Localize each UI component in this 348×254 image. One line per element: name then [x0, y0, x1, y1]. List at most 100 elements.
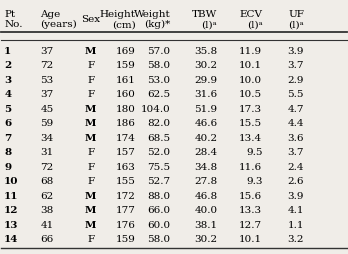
Text: 46.6: 46.6 — [194, 119, 218, 128]
Text: 60.0: 60.0 — [148, 221, 171, 230]
Text: M: M — [85, 47, 96, 56]
Text: 2.9: 2.9 — [287, 76, 304, 85]
Text: F: F — [87, 148, 94, 157]
Text: F: F — [87, 177, 94, 186]
Text: 3.7: 3.7 — [287, 61, 304, 70]
Text: 3.7: 3.7 — [287, 148, 304, 157]
Text: 13.3: 13.3 — [239, 206, 262, 215]
Text: 17.3: 17.3 — [239, 105, 262, 114]
Text: 68.5: 68.5 — [148, 134, 171, 143]
Text: 169: 169 — [116, 47, 136, 56]
Text: 159: 159 — [116, 235, 136, 244]
Text: 37: 37 — [41, 47, 54, 56]
Text: 41: 41 — [41, 221, 54, 230]
Text: 15.6: 15.6 — [239, 192, 262, 201]
Text: 75.5: 75.5 — [148, 163, 171, 172]
Text: 30.2: 30.2 — [194, 61, 218, 70]
Text: 155: 155 — [116, 177, 136, 186]
Text: 163: 163 — [116, 163, 136, 172]
Text: 9.3: 9.3 — [246, 177, 262, 186]
Text: 38: 38 — [41, 206, 54, 215]
Text: 1: 1 — [4, 47, 11, 56]
Text: 72: 72 — [41, 61, 54, 70]
Text: 6: 6 — [4, 119, 11, 128]
Text: M: M — [85, 119, 96, 128]
Text: 34.8: 34.8 — [194, 163, 218, 172]
Text: 10.1: 10.1 — [239, 235, 262, 244]
Text: ECV
(l)ᵃ: ECV (l)ᵃ — [239, 10, 262, 29]
Text: 3.9: 3.9 — [287, 47, 304, 56]
Text: TBW
(l)ᵃ: TBW (l)ᵃ — [192, 10, 218, 29]
Text: 68: 68 — [41, 177, 54, 186]
Text: 9.5: 9.5 — [246, 148, 262, 157]
Text: 52.0: 52.0 — [148, 148, 171, 157]
Text: 52.7: 52.7 — [148, 177, 171, 186]
Text: Pt
No.: Pt No. — [4, 10, 23, 29]
Text: 8: 8 — [4, 148, 11, 157]
Text: Sex: Sex — [81, 15, 100, 24]
Text: 66.0: 66.0 — [148, 206, 171, 215]
Text: 34: 34 — [41, 134, 54, 143]
Text: 172: 172 — [116, 192, 136, 201]
Text: Weight
(kg)*: Weight (kg)* — [134, 10, 171, 29]
Text: 1.1: 1.1 — [287, 221, 304, 230]
Text: 59: 59 — [41, 119, 54, 128]
Text: F: F — [87, 76, 94, 85]
Text: 9: 9 — [4, 163, 11, 172]
Text: 159: 159 — [116, 61, 136, 70]
Text: 28.4: 28.4 — [194, 148, 218, 157]
Text: 7: 7 — [4, 134, 11, 143]
Text: M: M — [85, 105, 96, 114]
Text: 12: 12 — [4, 206, 19, 215]
Text: 4: 4 — [4, 90, 11, 99]
Text: 15.5: 15.5 — [239, 119, 262, 128]
Text: 31.6: 31.6 — [194, 90, 218, 99]
Text: 10: 10 — [4, 177, 19, 186]
Text: 2.4: 2.4 — [287, 163, 304, 172]
Text: 3.2: 3.2 — [287, 235, 304, 244]
Text: 11.9: 11.9 — [239, 47, 262, 56]
Text: 29.9: 29.9 — [194, 76, 218, 85]
Text: 66: 66 — [41, 235, 54, 244]
Text: 2: 2 — [4, 61, 11, 70]
Text: 57.0: 57.0 — [148, 47, 171, 56]
Text: M: M — [85, 134, 96, 143]
Text: 37: 37 — [41, 90, 54, 99]
Text: 38.1: 38.1 — [194, 221, 218, 230]
Text: 62: 62 — [41, 192, 54, 201]
Text: F: F — [87, 90, 94, 99]
Text: 4.1: 4.1 — [287, 206, 304, 215]
Text: 104.0: 104.0 — [141, 105, 171, 114]
Text: 31: 31 — [41, 148, 54, 157]
Text: 58.0: 58.0 — [148, 235, 171, 244]
Text: 176: 176 — [116, 221, 136, 230]
Text: 30.2: 30.2 — [194, 235, 218, 244]
Text: 157: 157 — [116, 148, 136, 157]
Text: 11: 11 — [4, 192, 19, 201]
Text: 35.8: 35.8 — [194, 47, 218, 56]
Text: 177: 177 — [116, 206, 136, 215]
Text: 160: 160 — [116, 90, 136, 99]
Text: 174: 174 — [116, 134, 136, 143]
Text: 13: 13 — [4, 221, 18, 230]
Text: 58.0: 58.0 — [148, 61, 171, 70]
Text: 27.8: 27.8 — [194, 177, 218, 186]
Text: F: F — [87, 61, 94, 70]
Text: 12.7: 12.7 — [239, 221, 262, 230]
Text: 3.6: 3.6 — [287, 134, 304, 143]
Text: 10.5: 10.5 — [239, 90, 262, 99]
Text: 46.8: 46.8 — [194, 192, 218, 201]
Text: 180: 180 — [116, 105, 136, 114]
Text: 10.0: 10.0 — [239, 76, 262, 85]
Text: 82.0: 82.0 — [148, 119, 171, 128]
Text: 62.5: 62.5 — [148, 90, 171, 99]
Text: 3.9: 3.9 — [287, 192, 304, 201]
Text: 161: 161 — [116, 76, 136, 85]
Text: 186: 186 — [116, 119, 136, 128]
Text: 53: 53 — [41, 76, 54, 85]
Text: 5.5: 5.5 — [287, 90, 304, 99]
Text: M: M — [85, 221, 96, 230]
Text: 10.1: 10.1 — [239, 61, 262, 70]
Text: F: F — [87, 163, 94, 172]
Text: 3: 3 — [4, 76, 11, 85]
